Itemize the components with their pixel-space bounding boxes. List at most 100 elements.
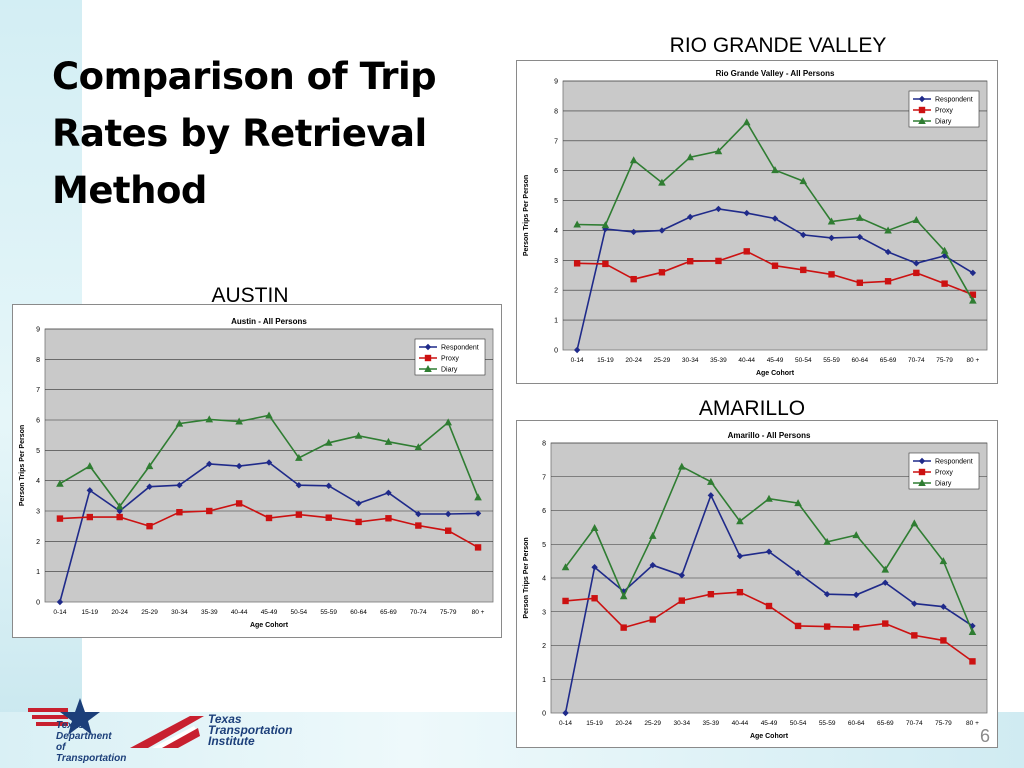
data-point-diary [912, 215, 921, 223]
data-point-diary [771, 166, 779, 174]
data-point-respondent [355, 500, 362, 507]
data-point-diary [910, 519, 919, 527]
data-point-respondent [116, 507, 123, 515]
y-tick-label: 2 [542, 643, 546, 650]
data-point-diary [852, 531, 860, 539]
data-point-diary [881, 565, 890, 573]
legend-label: Proxy [935, 470, 953, 477]
data-point-diary [474, 493, 482, 501]
data-point-proxy [940, 637, 947, 644]
y-axis-label: Person Trips Per Person [523, 175, 530, 256]
txdot-logo-text: of Transportation [56, 742, 127, 764]
data-point-proxy [678, 597, 685, 604]
legend-marker [918, 95, 926, 103]
data-point-diary [823, 537, 831, 545]
legend-marker [918, 106, 926, 114]
data-point-diary [939, 557, 948, 565]
x-tick-label: 40-44 [231, 609, 248, 616]
x-tick-label: 60-64 [851, 357, 868, 364]
data-point-diary [354, 431, 363, 439]
x-tick-label: 60-64 [848, 720, 865, 727]
x-tick-label: 30-34 [171, 609, 188, 616]
legend-marker [424, 343, 432, 351]
x-tick-label: 60-64 [350, 609, 367, 616]
data-point-diary [884, 226, 892, 234]
x-axis-label: Age Cohort [250, 622, 289, 629]
data-point-diary [175, 419, 184, 427]
data-point-proxy [602, 260, 609, 268]
y-tick-label: 6 [554, 168, 558, 175]
y-tick-label: 7 [36, 387, 40, 394]
y-tick-label: 0 [554, 348, 558, 355]
x-tick-label: 0-14 [53, 609, 66, 616]
y-tick-label: 8 [542, 441, 546, 448]
data-point-respondent [415, 510, 422, 518]
data-point-proxy [771, 262, 779, 269]
y-axis-label: Person Trips Per Person [19, 425, 26, 506]
data-point-respondent [56, 598, 64, 606]
data-point-proxy [146, 522, 153, 530]
data-point-respondent [941, 252, 948, 260]
data-point-respondent [736, 552, 744, 560]
x-tick-label: 30-34 [673, 720, 690, 727]
x-tick-label: 65-69 [880, 357, 897, 364]
data-point-proxy [591, 595, 598, 602]
data-point-diary [714, 147, 723, 155]
data-point-diary [590, 524, 599, 532]
data-point-proxy [941, 280, 948, 287]
x-tick-label: 25-29 [654, 357, 671, 364]
tti-logo: Texas Transportation Institute [128, 713, 298, 754]
data-point-diary [648, 531, 657, 539]
y-tick-label: 3 [554, 258, 558, 265]
data-point-respondent [853, 591, 860, 599]
x-tick-label: 35-39 [703, 720, 720, 727]
data-point-proxy [235, 500, 243, 507]
x-tick-label: 0-14 [559, 720, 572, 727]
y-tick-label: 0 [542, 711, 546, 718]
data-point-respondent [765, 548, 773, 555]
data-point-proxy [715, 257, 722, 265]
y-tick-label: 2 [36, 539, 40, 546]
data-point-diary [686, 153, 694, 161]
data-point-proxy [295, 511, 303, 518]
data-point-diary [629, 156, 638, 164]
data-point-proxy [687, 258, 694, 265]
legend-label: Respondent [935, 97, 973, 104]
data-point-diary [444, 418, 452, 426]
data-point-respondent [445, 510, 452, 518]
x-tick-label: 55-59 [823, 357, 840, 364]
x-tick-label: 65-69 [877, 720, 894, 727]
data-point-proxy [620, 624, 627, 631]
data-point-respondent [265, 459, 273, 466]
data-point-respondent [295, 482, 303, 489]
data-point-respondent [562, 709, 569, 717]
x-tick-label: 25-29 [141, 609, 158, 616]
y-tick-label: 4 [36, 478, 40, 485]
region-label-amarillo: AMARILLO [698, 397, 806, 420]
y-tick-label: 8 [554, 108, 558, 115]
x-tick-label: 55-59 [320, 609, 337, 616]
data-point-proxy [385, 515, 392, 522]
x-tick-label: 70-74 [908, 357, 925, 364]
x-tick-label: 75-79 [936, 357, 953, 364]
slide-title: Comparison of Trip Rates by Retrieval Me… [52, 48, 452, 219]
data-point-diary [619, 592, 628, 600]
data-point-diary [765, 494, 773, 502]
legend-marker [918, 479, 926, 486]
y-tick-label: 9 [554, 79, 558, 86]
legend-marker [918, 117, 926, 124]
data-point-diary [235, 417, 243, 425]
data-point-diary [968, 628, 977, 635]
chart-austin-svg: Austin - All Persons 0 1 2 3 4 5 6 7 8 9 0-14 15-19 2… [19, 317, 494, 629]
data-point-proxy [265, 514, 273, 522]
data-point-proxy [913, 269, 920, 277]
data-point-proxy [969, 658, 976, 665]
legend-marker [918, 457, 926, 465]
data-point-diary [384, 437, 393, 445]
legend-label: Proxy [935, 108, 953, 115]
x-tick-label: 45-49 [261, 609, 278, 616]
slide-title-line: Comparison of Trip [52, 55, 437, 98]
y-tick-label: 5 [36, 448, 40, 455]
data-point-diary [573, 220, 581, 228]
data-point-diary [601, 221, 610, 229]
